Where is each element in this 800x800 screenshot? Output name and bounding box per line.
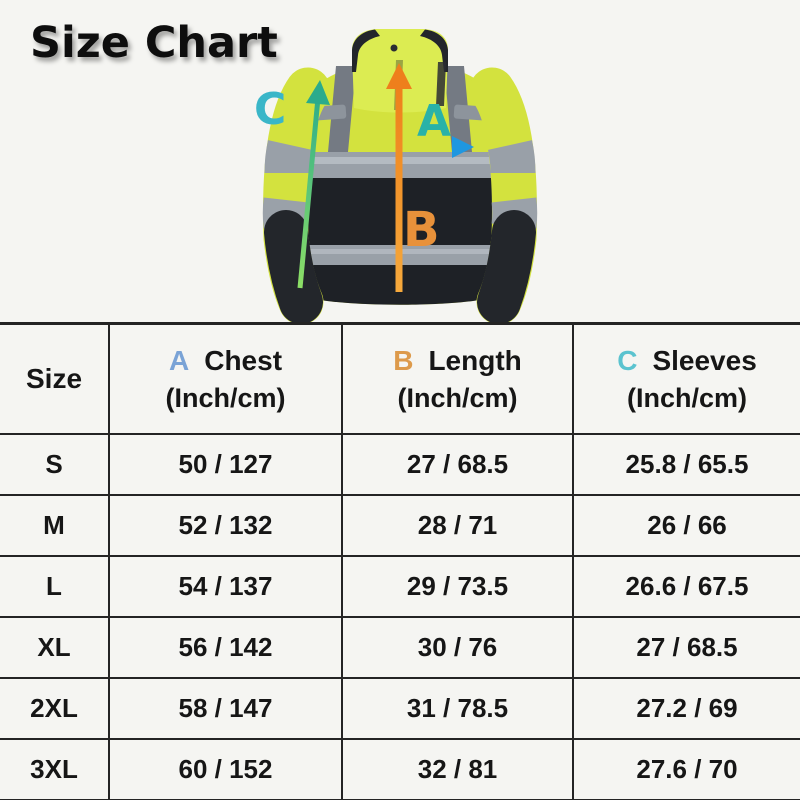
table-row-xl: XL 56 / 142 30 / 76 27 / 68.5	[0, 617, 800, 679]
hood-trim-right	[420, 29, 448, 72]
sleeve-right-cuff	[477, 210, 536, 322]
cell-sleeves: 26.6 / 67.5	[572, 556, 800, 618]
sleeve-left-cuff	[264, 210, 323, 322]
diagram-label-b: B	[403, 202, 440, 258]
table-header-row: Size A Chest (Inch/cm) B Length (Inch/cm) …	[0, 322, 800, 435]
col-header-size: Size	[0, 322, 109, 435]
cell-size: M	[0, 495, 109, 557]
col-header-line1: A Chest	[110, 341, 341, 380]
col-header-unit: (Inch/cm)	[626, 382, 747, 413]
cell-size: S	[0, 434, 109, 496]
page-title: Size Chart	[30, 18, 278, 68]
header-letter-b: B	[393, 344, 414, 376]
diagram-label-a: A	[417, 96, 451, 147]
col-header-length: B Length (Inch/cm)	[341, 322, 573, 435]
cell-length: 31 / 78.5	[341, 678, 573, 740]
cell-chest: 54 / 137	[108, 556, 342, 618]
table-row-l: L 54 / 137 29 / 73.5 26.6 / 67.5	[0, 556, 800, 618]
col-header-name: Sleeves	[652, 344, 757, 376]
diagram-label-c: C	[254, 84, 286, 135]
cell-chest: 58 / 147	[108, 678, 342, 740]
table-row-s: S 50 / 127 27 / 68.5 25.8 / 65.5	[0, 434, 800, 496]
col-header-unit: (Inch/cm)	[397, 382, 518, 413]
cell-size: L	[0, 556, 109, 618]
col-header-chest: A Chest (Inch/cm)	[108, 322, 342, 435]
cell-length: 32 / 81	[341, 739, 573, 800]
hood-shadow-right	[436, 62, 446, 106]
hood-trim-left	[352, 29, 380, 72]
table-row-m: M 52 / 132 28 / 71 26 / 66	[0, 495, 800, 557]
table-row-2xl: 2XL 58 / 147 31 / 78.5 27.2 / 69	[0, 678, 800, 740]
cell-chest: 50 / 127	[108, 434, 342, 496]
cell-sleeves: 27.2 / 69	[572, 678, 800, 740]
size-table: Size A Chest (Inch/cm) B Length (Inch/cm) …	[0, 322, 800, 800]
cell-sleeves: 25.8 / 65.5	[572, 434, 800, 496]
arrow-length-b	[386, 63, 412, 292]
hood-snap-button	[390, 44, 398, 52]
col-header-line1: C Sleeves	[574, 341, 800, 380]
cell-length: 27 / 68.5	[341, 434, 573, 496]
cell-size: 3XL	[0, 739, 109, 800]
header-letter-c: C	[617, 344, 638, 376]
cell-size: XL	[0, 617, 109, 679]
col-header-name: Length	[428, 344, 522, 376]
arrow-b-head	[386, 63, 412, 89]
sleeve-left-band-upper	[264, 140, 313, 174]
arrow-chest-a	[302, 136, 474, 158]
cell-sleeves: 27 / 68.5	[572, 617, 800, 679]
arrow-sleeve-c	[297, 80, 330, 289]
cell-sleeves: 27.6 / 70	[572, 739, 800, 800]
cell-length: 28 / 71	[341, 495, 573, 557]
arrow-c-head	[306, 80, 330, 105]
jacket-measurement-diagram: C A B	[254, 29, 538, 322]
cell-chest: 56 / 142	[108, 617, 342, 679]
sleeve-right-band-upper	[487, 140, 536, 174]
cell-chest: 60 / 152	[108, 739, 342, 800]
table-row-3xl: 3XL 60 / 152 32 / 81 27.6 / 70	[0, 739, 800, 800]
col-header-unit: (Inch/cm)	[165, 382, 286, 413]
cell-length: 30 / 76	[341, 617, 573, 679]
cell-length: 29 / 73.5	[341, 556, 573, 618]
arrow-a-head	[452, 136, 474, 158]
cell-size: 2XL	[0, 678, 109, 740]
cell-sleeves: 26 / 66	[572, 495, 800, 557]
cell-chest: 52 / 132	[108, 495, 342, 557]
col-header-line1: B Length	[343, 341, 572, 380]
col-header-name: Chest	[204, 344, 283, 376]
col-header-sleeves: C Sleeves (Inch/cm)	[572, 322, 800, 435]
header-letter-a: A	[168, 344, 190, 376]
